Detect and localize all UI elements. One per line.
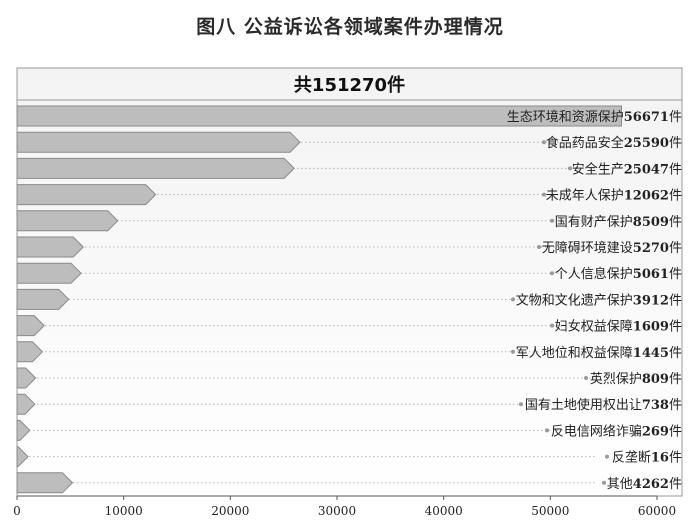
bar-label: 安全生产25047件 — [572, 161, 682, 177]
unit-label: 件 — [669, 215, 682, 230]
value-label: 56671 — [624, 110, 669, 125]
category-label: 妇女权益保障 — [555, 319, 633, 335]
value-label: 809 — [642, 372, 669, 387]
leader-dot — [605, 454, 609, 459]
leader-dot — [542, 140, 546, 145]
leader-dot — [550, 218, 554, 223]
leader-dot — [550, 271, 554, 276]
bar — [16, 210, 119, 232]
leader-dot — [511, 297, 515, 302]
bar — [16, 262, 82, 284]
unit-label: 件 — [669, 451, 682, 466]
x-tick-label: 10000 — [105, 504, 143, 518]
bar — [16, 157, 295, 179]
figure-title: 图八 公益诉讼各领域案件办理情况 — [196, 16, 504, 38]
bar — [16, 446, 29, 468]
value-label: 3912 — [633, 293, 669, 308]
category-label: 未成年人保护 — [546, 189, 624, 204]
total-label: 共151270件 — [294, 74, 405, 96]
bar-label: 其他4262件 — [607, 477, 682, 492]
unit-label: 件 — [669, 189, 682, 204]
bar-label: 生态环境和资源保护56671件 — [507, 110, 682, 125]
unit-label: 件 — [669, 424, 682, 439]
bar-label: 文物和文化遗产保护3912件 — [516, 293, 682, 308]
category-label: 个人信息保护 — [555, 266, 633, 282]
value-label: 1445 — [633, 346, 669, 361]
bar — [16, 367, 37, 389]
x-tick-label: 40000 — [425, 504, 463, 518]
bar — [16, 472, 74, 494]
bar — [16, 236, 84, 258]
unit-label: 件 — [669, 241, 682, 256]
leader-dot — [537, 245, 541, 249]
value-label: 1609 — [633, 320, 669, 335]
leader-dot — [542, 192, 546, 197]
bar — [16, 419, 31, 441]
unit-label: 件 — [669, 267, 682, 282]
x-tick-label: 0 — [13, 504, 21, 518]
category-label: 无障碍环境建设 — [542, 241, 633, 256]
category-label: 英烈保护 — [590, 372, 642, 387]
bar-label: 无障碍环境建设5270件 — [542, 241, 682, 256]
bar-label: 食品药品安全25590件 — [546, 135, 682, 151]
leader-dot — [584, 376, 588, 380]
value-label: 12062 — [624, 189, 669, 204]
bar — [16, 393, 36, 415]
bar-label: 英烈保护809件 — [590, 372, 682, 387]
unit-label: 件 — [669, 477, 682, 492]
category-label: 国有土地使用权出让 — [525, 397, 642, 413]
value-label: 8509 — [633, 215, 669, 230]
value-label: 738 — [642, 398, 669, 413]
bar-label: 个人信息保护5061件 — [555, 266, 682, 282]
bar-label: 妇女权益保障1609件 — [555, 319, 682, 335]
leader-dot — [568, 166, 572, 171]
value-label: 4262 — [633, 477, 669, 492]
bar-label: 军人地位和权益保障1445件 — [516, 345, 682, 361]
leader-dot — [602, 480, 606, 485]
category-label: 军人地位和权益保障 — [516, 345, 633, 361]
unit-label: 件 — [669, 162, 682, 177]
bar — [16, 105, 622, 127]
x-tick-label: 20000 — [211, 504, 249, 518]
bar — [16, 131, 301, 153]
category-label: 文物和文化遗产保护 — [516, 293, 633, 308]
bar-label: 国有土地使用权出让738件 — [525, 397, 682, 413]
leader-dot — [519, 402, 523, 407]
value-label: 5061 — [633, 267, 669, 282]
category-label: 其他 — [607, 477, 633, 492]
unit-label: 件 — [669, 346, 682, 361]
category-label: 反电信网络诈骗 — [551, 423, 642, 439]
category-label: 反垄断 — [612, 451, 651, 466]
x-tick-label: 60000 — [638, 504, 676, 518]
value-label: 269 — [642, 424, 669, 439]
leader-dot — [511, 349, 515, 354]
value-label: 25047 — [624, 162, 669, 177]
x-tick-label: 30000 — [318, 504, 356, 518]
category-label: 安全生产 — [572, 161, 624, 177]
value-label: 16 — [651, 451, 669, 466]
value-label: 25590 — [624, 136, 669, 151]
bar — [16, 288, 70, 310]
unit-label: 件 — [669, 372, 682, 387]
category-label: 食品药品安全 — [546, 135, 624, 151]
bar-label: 未成年人保护12062件 — [546, 189, 682, 204]
unit-label: 件 — [669, 398, 682, 413]
value-label: 5270 — [633, 241, 669, 256]
unit-label: 件 — [669, 136, 682, 151]
category-label: 国有财产保护 — [555, 215, 633, 230]
unit-label: 件 — [669, 293, 682, 308]
bar-label: 反电信网络诈骗269件 — [551, 423, 682, 439]
unit-label: 件 — [669, 320, 682, 335]
bar — [16, 341, 44, 363]
bar-label: 反垄断16件 — [612, 451, 682, 466]
x-tick-label: 50000 — [531, 504, 569, 518]
leader-dot — [545, 428, 549, 433]
bar — [16, 315, 45, 337]
category-label: 生态环境和资源保护 — [507, 110, 624, 125]
bar-label: 国有财产保护8509件 — [555, 215, 682, 230]
leader-dot — [550, 323, 554, 328]
bar — [16, 184, 157, 206]
unit-label: 件 — [669, 110, 682, 125]
